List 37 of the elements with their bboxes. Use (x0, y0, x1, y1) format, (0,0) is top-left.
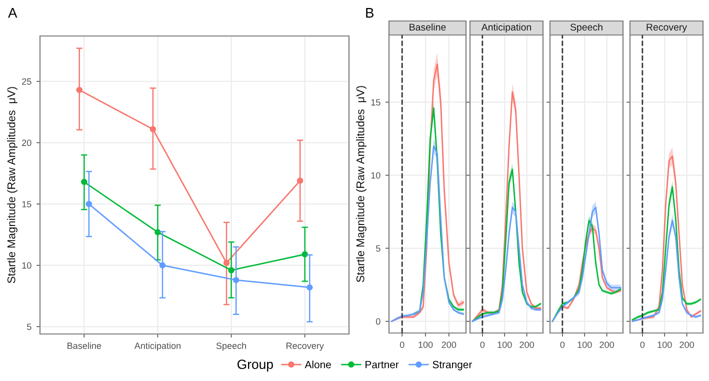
x-tick-label: 0 (480, 342, 485, 348)
chart-title: A (8, 8, 18, 18)
y-tick-label: 5 (376, 245, 380, 252)
x-tick-label: 0 (640, 342, 645, 348)
legend-label: Alone (304, 360, 331, 368)
x-tick-label: Anticipation (134, 342, 180, 351)
y-tick-label: 15 (22, 201, 32, 208)
x-tick-label: Speech (216, 342, 246, 351)
y-tick-label: 20 (22, 140, 32, 146)
chart-title: Anticipation (481, 23, 531, 33)
y-tick-label: 0 (376, 318, 380, 325)
x-tick-label: 0 (560, 342, 565, 348)
x-tick-label: 100 (418, 342, 433, 348)
x-tick-label: 0 (400, 342, 404, 348)
x-tick-label: 100 (578, 342, 592, 348)
y-axis-title: Startle Magnitude (Raw Amplitudes μV) (356, 86, 366, 282)
text: B (366, 8, 374, 18)
x-tick-label: 100 (658, 342, 672, 348)
y-axis-title: Startle Magnitude (Raw Amplitudes μV) (7, 87, 18, 284)
y-tick-label: 10 (371, 172, 380, 179)
chart-title: Baseline (410, 23, 446, 31)
chart-title: Recovery (646, 24, 688, 33)
legend-label: Stranger (432, 360, 472, 370)
x-tick-label: Baseline (68, 342, 102, 349)
x-tick-label: 200 (600, 342, 614, 348)
chart-title: Speech (570, 23, 602, 33)
y-tick-label: 25 (22, 78, 32, 85)
x-tick-label: 200 (520, 342, 534, 348)
x-tick-label: 100 (498, 342, 512, 348)
x-tick-label: Recovery (286, 342, 324, 351)
y-tick-label: 10 (22, 262, 32, 269)
x-tick-label: 200 (442, 342, 456, 348)
y-tick-label: 15 (371, 99, 380, 106)
y-tick-label: 5 (27, 324, 32, 330)
legend-label: Partner (366, 361, 399, 368)
legend-title: Group (238, 360, 273, 372)
x-tick-label: 200 (680, 342, 694, 348)
